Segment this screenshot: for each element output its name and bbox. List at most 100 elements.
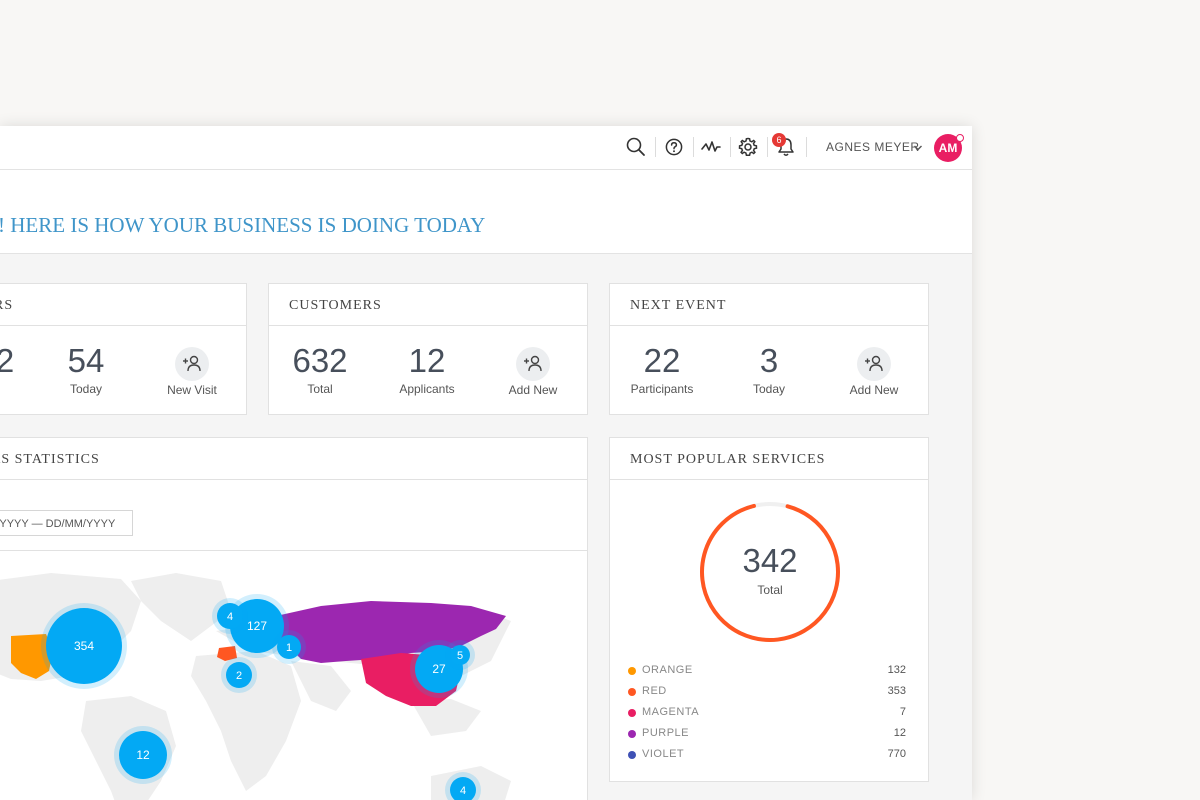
stat-value: 632 bbox=[292, 342, 348, 379]
marker-count: 1 bbox=[286, 642, 292, 654]
card-divider bbox=[610, 325, 928, 326]
marker-count: 2 bbox=[236, 670, 242, 682]
add-user-icon bbox=[524, 355, 542, 372]
stat-value: 2 bbox=[0, 342, 15, 379]
visitors-total-stat: 2 bbox=[0, 342, 55, 380]
legend-name: ORANGE bbox=[642, 664, 693, 676]
map-cluster-marker[interactable]: 2 bbox=[221, 657, 257, 693]
stat-value: 3 bbox=[759, 342, 779, 379]
services-card: MOST POPULAR SERVICES 342 Total ORANGE 13… bbox=[609, 437, 929, 782]
services-total-value: 342 bbox=[742, 542, 798, 579]
map-cluster-marker[interactable]: 4 bbox=[445, 772, 481, 800]
toolbar-divider bbox=[693, 137, 694, 157]
add-customer-label[interactable]: Add New bbox=[508, 383, 558, 397]
card-divider bbox=[0, 325, 246, 326]
card-title: RS bbox=[0, 298, 14, 313]
online-status-dot bbox=[956, 134, 964, 142]
card-title: MOST POPULAR SERVICES bbox=[630, 452, 826, 467]
legend-dot bbox=[628, 730, 636, 738]
customers-total-stat: 632 Total bbox=[270, 342, 370, 396]
page-greeting: ! HERE IS HOW YOUR BUSINESS IS DOING TOD… bbox=[0, 213, 486, 237]
legend-item[interactable]: RED 353 bbox=[628, 684, 906, 702]
legend-name: PURPLE bbox=[642, 727, 690, 739]
settings-icon[interactable] bbox=[737, 136, 759, 158]
chevron-down-icon[interactable] bbox=[913, 140, 923, 158]
legend-name: VIOLET bbox=[642, 748, 685, 760]
stat-value: 12 bbox=[408, 342, 446, 379]
card-divider bbox=[269, 325, 587, 326]
stat-label: Total bbox=[307, 382, 333, 396]
legend-item[interactable]: ORANGE 132 bbox=[628, 663, 906, 681]
map-region-orange[interactable] bbox=[11, 634, 53, 679]
map-region-red[interactable] bbox=[217, 646, 237, 661]
card-title: RS STATISTICS bbox=[0, 452, 100, 467]
add-user-icon bbox=[865, 355, 883, 372]
customers-card: CUSTOMERS 632 Total 12 Applicants Add Ne… bbox=[268, 283, 588, 415]
notification-badge: 6 bbox=[772, 133, 786, 147]
app-window: 6 AGNES MEYER AM ! HERE IS HOW YOUR BUSI… bbox=[0, 126, 972, 800]
legend-item[interactable]: PURPLE 12 bbox=[628, 726, 906, 744]
stat-value: 22 bbox=[643, 342, 681, 379]
customers-applicants-stat: 12 Applicants bbox=[377, 342, 477, 396]
add-customer-button[interactable] bbox=[516, 347, 550, 381]
card-title: CUSTOMERS bbox=[289, 298, 382, 313]
event-participants-stat: 22 Participants bbox=[612, 342, 712, 396]
toolbar-divider bbox=[767, 137, 768, 157]
toolbar-divider bbox=[730, 137, 731, 157]
add-visit-button[interactable] bbox=[175, 347, 209, 381]
search-icon[interactable] bbox=[625, 136, 647, 158]
map-cluster-marker[interactable]: 4 bbox=[212, 598, 248, 634]
legend-value: 353 bbox=[887, 685, 906, 697]
marker-count: 4 bbox=[460, 785, 466, 797]
marker-count: 354 bbox=[74, 639, 94, 653]
legend-dot bbox=[628, 667, 636, 675]
date-range-input[interactable]: MM/YYYY — DD/MM/YYYY bbox=[0, 510, 133, 536]
map-cluster-marker[interactable]: 12 bbox=[114, 726, 172, 784]
toolbar-divider bbox=[806, 137, 807, 157]
toolbar-divider bbox=[655, 137, 656, 157]
legend-name: MAGENTA bbox=[642, 706, 700, 718]
donut-progress bbox=[700, 502, 840, 642]
add-user-icon bbox=[183, 355, 201, 372]
user-name[interactable]: AGNES MEYER bbox=[826, 140, 920, 154]
marker-count: 5 bbox=[457, 650, 463, 662]
card-title: NEXT EVENT bbox=[630, 298, 727, 313]
marker-count: 127 bbox=[247, 619, 267, 633]
add-visit-label[interactable]: New Visit bbox=[167, 383, 217, 397]
date-range-label: GE bbox=[0, 496, 1, 508]
stat-label: Participants bbox=[630, 382, 694, 396]
card-divider bbox=[610, 479, 928, 480]
legend-value: 132 bbox=[887, 664, 906, 676]
legend-dot bbox=[628, 751, 636, 759]
legend-value: 770 bbox=[887, 748, 906, 760]
services-total-label: Total bbox=[757, 583, 783, 597]
legend-dot bbox=[628, 709, 636, 717]
marker-count: 27 bbox=[432, 662, 446, 676]
map-cluster-marker[interactable]: 5 bbox=[445, 640, 475, 670]
stat-value: 54 bbox=[67, 342, 105, 379]
help-icon[interactable] bbox=[663, 136, 685, 158]
card-divider bbox=[0, 479, 587, 480]
marker-count: 12 bbox=[136, 748, 150, 762]
marker-count: 4 bbox=[227, 611, 233, 623]
legend-item[interactable]: VIOLET 770 bbox=[628, 747, 906, 765]
services-donut bbox=[700, 502, 840, 642]
legend-name: RED bbox=[642, 685, 667, 697]
map-cluster-marker[interactable]: 1 bbox=[272, 630, 306, 664]
next-event-card: NEXT EVENT 22 Participants 3 Today Add N… bbox=[609, 283, 929, 415]
visitors-today-stat: 54 Today bbox=[36, 342, 136, 396]
stat-label: Today bbox=[69, 382, 103, 396]
map-cluster-marker[interactable]: 354 bbox=[41, 603, 127, 689]
add-event-button[interactable] bbox=[857, 347, 891, 381]
legend-item[interactable]: MAGENTA 7 bbox=[628, 705, 906, 723]
greeting-band: ! HERE IS HOW YOUR BUSINESS IS DOING TOD… bbox=[0, 170, 972, 254]
add-event-label[interactable]: Add New bbox=[849, 383, 899, 397]
stat-label: Today bbox=[752, 382, 786, 396]
legend-dot bbox=[628, 688, 636, 696]
card-divider bbox=[0, 550, 587, 551]
activity-icon[interactable] bbox=[700, 136, 722, 158]
legend-value: 7 bbox=[899, 706, 906, 718]
visitors-card: RS 2 54 Today New Visit bbox=[0, 283, 247, 415]
event-today-stat: 3 Today bbox=[719, 342, 819, 396]
